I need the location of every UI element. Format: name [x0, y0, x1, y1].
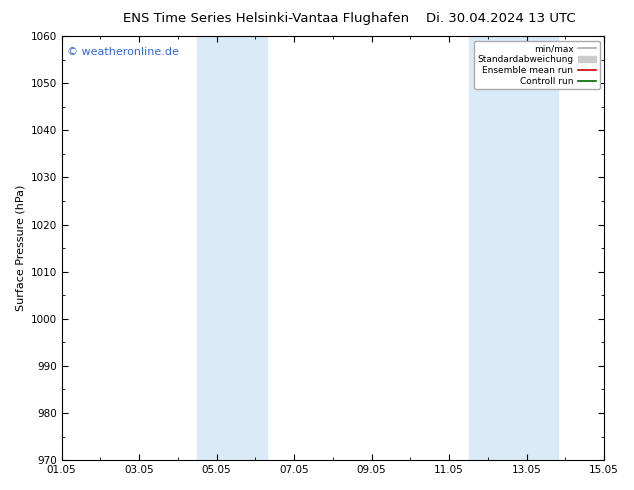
Legend: min/max, Standardabweichung, Ensemble mean run, Controll run: min/max, Standardabweichung, Ensemble me…: [474, 41, 600, 89]
Bar: [197, 36, 267, 460]
Y-axis label: Surface Pressure (hPa): Surface Pressure (hPa): [15, 185, 25, 311]
Text: Di. 30.04.2024 13 UTC: Di. 30.04.2024 13 UTC: [426, 12, 576, 25]
Text: ENS Time Series Helsinki-Vantaa Flughafen: ENS Time Series Helsinki-Vantaa Flughafe…: [123, 12, 410, 25]
Text: © weatheronline.de: © weatheronline.de: [67, 47, 179, 57]
Bar: [469, 36, 558, 460]
